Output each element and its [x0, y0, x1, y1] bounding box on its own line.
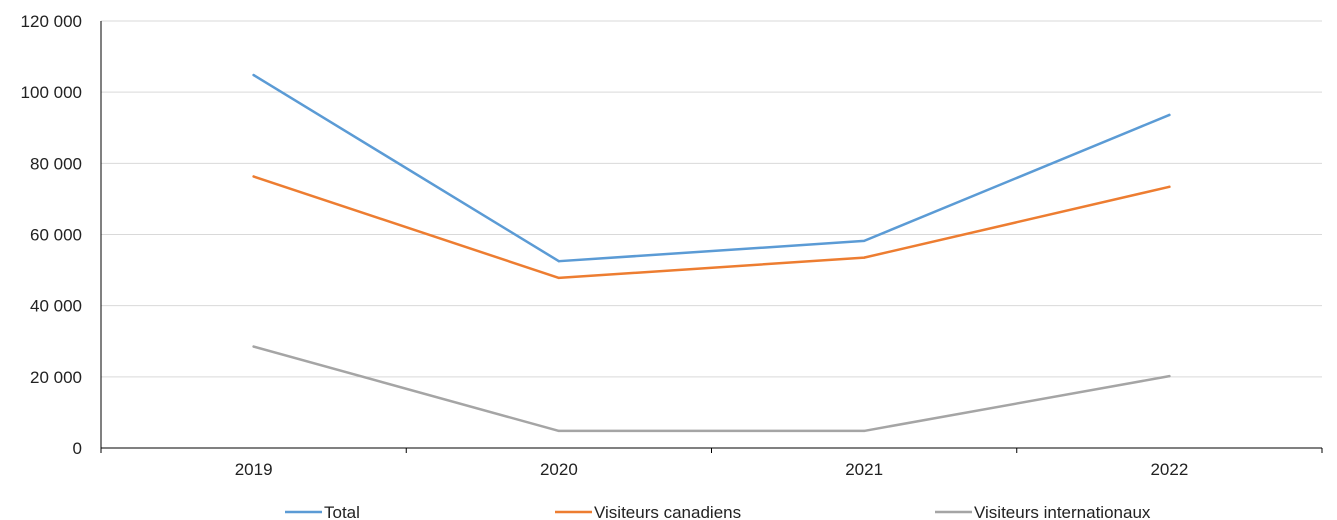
data-point	[1168, 113, 1171, 117]
data-point	[1168, 374, 1171, 378]
legend-label: Visiteurs internationaux	[974, 503, 1151, 520]
data-point	[557, 276, 561, 280]
data-point	[252, 345, 255, 348]
data-point	[862, 256, 866, 259]
legend-label: Total	[324, 503, 360, 520]
y-tick-label: 100 000	[21, 83, 82, 102]
data-point	[862, 429, 866, 433]
data-point	[557, 429, 561, 433]
series-line-2	[252, 345, 1171, 433]
legend: Total Visiteurs canadiens Visiteurs intern…	[285, 503, 1151, 520]
series-line-0	[252, 73, 1171, 263]
y-tick-label: 80 000	[30, 154, 82, 173]
x-tick-label: 2019	[235, 460, 273, 479]
data-point	[862, 239, 866, 243]
data-point	[252, 73, 255, 77]
y-axis-tick-labels: 0 20 000 40 000 60 000 80 000 100 000 120 000	[21, 12, 82, 458]
series-line-1	[252, 175, 1171, 280]
x-tick-label: 2022	[1150, 460, 1188, 479]
x-tick-label: 2021	[845, 460, 883, 479]
y-tick-label: 120 000	[21, 12, 82, 31]
legend-label: Visiteurs canadiens	[594, 503, 741, 520]
data-point	[252, 175, 255, 178]
y-tick-label: 60 000	[30, 226, 82, 245]
grid-lines	[101, 20, 1322, 378]
y-tick-label: 0	[73, 439, 82, 458]
x-axis-tick-labels: 2019 2020 2021 2022	[235, 460, 1189, 479]
y-tick-label: 40 000	[30, 297, 82, 316]
x-tick-label: 2020	[540, 460, 578, 479]
axes	[100, 21, 1323, 453]
data-point	[557, 259, 561, 263]
series-lines	[252, 73, 1171, 433]
data-point	[1168, 185, 1171, 189]
y-tick-label: 20 000	[30, 368, 82, 387]
